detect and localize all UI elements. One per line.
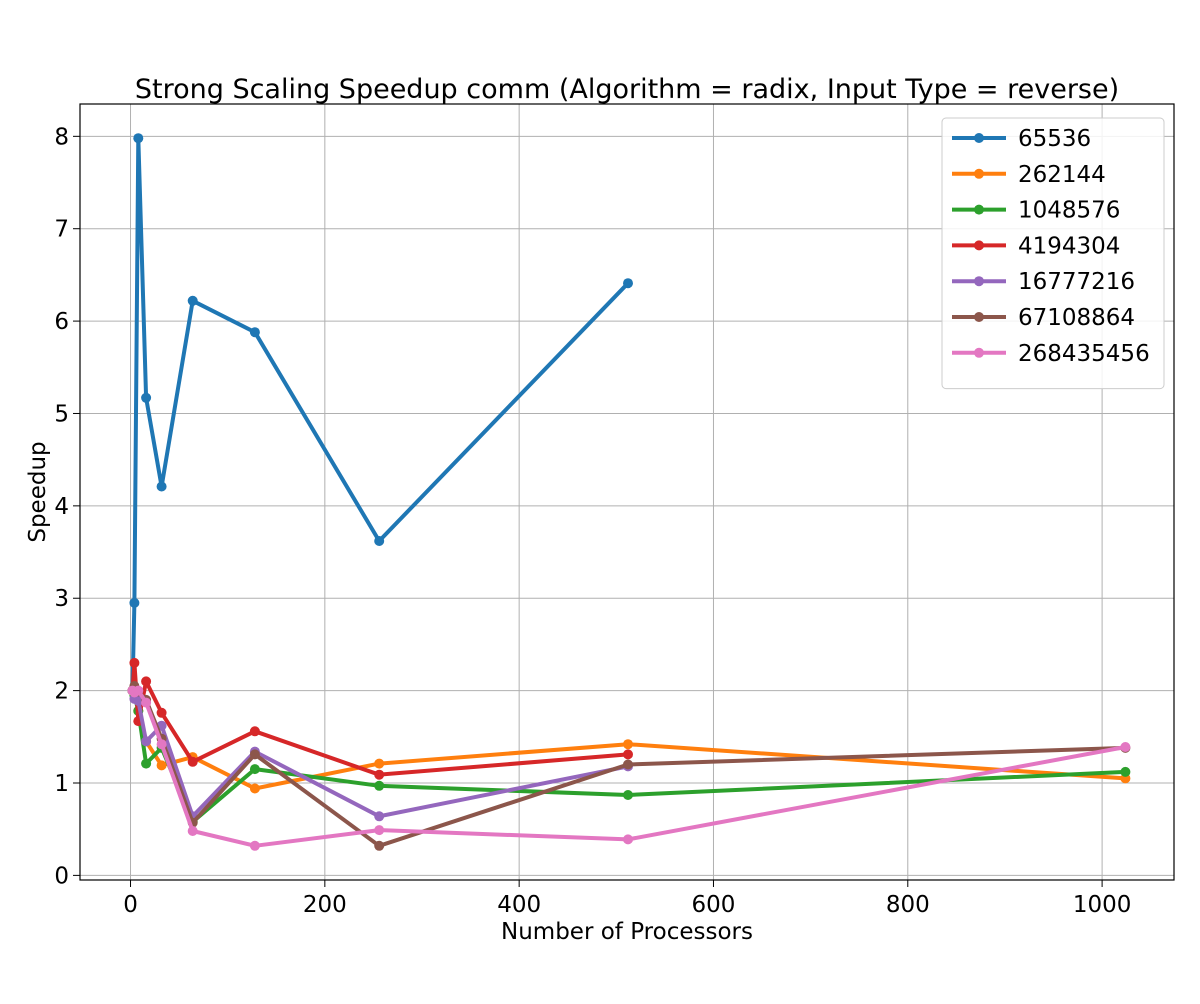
series-67108864 (127, 681, 1131, 851)
x-tick-label: 0 (123, 892, 138, 918)
series-line (130, 136, 630, 693)
data-point (141, 736, 152, 747)
data-point (187, 826, 198, 836)
data-point (623, 834, 633, 845)
data-point (156, 760, 167, 771)
legend-marker (974, 133, 984, 143)
data-point (249, 749, 260, 760)
legend-marker (974, 347, 984, 358)
legend-label: 1048576 (1018, 198, 1120, 224)
chart-title: Strong Scaling Speedup comm (Algorithm =… (135, 74, 1119, 105)
x-axis-label: Number of Processors (501, 919, 753, 945)
y-tick-label: 1 (54, 771, 69, 797)
legend-marker (974, 312, 984, 322)
data-point (374, 536, 385, 546)
data-point (1120, 742, 1131, 752)
legend-label: 16777216 (1018, 269, 1135, 295)
plot-frame (79, 103, 1175, 881)
legend-marker (974, 276, 984, 287)
tick-layer: 0 200 400 600 800 1000 0 1 2 3 4 5 6 7 8 (54, 124, 1131, 918)
data-point (623, 278, 633, 289)
data-point (623, 790, 633, 800)
data-point (141, 676, 152, 687)
data-point (133, 133, 144, 144)
series-16777216 (127, 685, 633, 822)
legend-marker (974, 168, 984, 179)
data-point (374, 840, 385, 851)
data-point (374, 780, 385, 791)
data-point (249, 327, 260, 338)
data-point (141, 697, 152, 708)
legend: 65536 262144 1048576 4194304 16777216 6710886… (941, 117, 1165, 390)
data-point (623, 739, 633, 750)
data-point (623, 759, 633, 770)
data-point (1120, 766, 1131, 777)
data-point (374, 811, 385, 822)
data-point (374, 825, 385, 836)
legend-label: 65536 (1018, 126, 1091, 152)
data-point (141, 758, 152, 769)
data-point (187, 295, 198, 306)
y-axis-label: Speedup (25, 441, 51, 542)
data-point (141, 392, 152, 403)
data-point (133, 685, 144, 696)
data-point (249, 726, 260, 737)
data-point (156, 481, 167, 492)
y-tick-label: 7 (54, 217, 69, 243)
data-point (187, 756, 198, 767)
data-point (374, 769, 385, 780)
x-tick-label: 800 (886, 892, 930, 918)
x-tick-label: 400 (497, 892, 541, 918)
legend-marker (974, 204, 984, 215)
data-point (156, 739, 167, 750)
legend-label: 262144 (1018, 162, 1106, 188)
y-tick-label: 6 (54, 309, 69, 335)
data-point (249, 783, 260, 794)
data-point (133, 695, 144, 706)
data-point (249, 840, 260, 851)
legend-label: 4194304 (1018, 233, 1120, 259)
legend-marker (974, 240, 984, 251)
series-layer (127, 133, 1131, 851)
data-point (623, 749, 633, 760)
y-tick-label: 4 (54, 494, 69, 520)
series-line (130, 660, 630, 777)
data-point (156, 707, 167, 718)
data-point (129, 657, 140, 668)
legend-label: 268435456 (1018, 341, 1150, 367)
series-268435456 (127, 685, 1131, 851)
y-tick-label: 2 (54, 679, 69, 705)
y-tick-label: 3 (54, 586, 69, 612)
y-tick-label: 5 (54, 401, 69, 427)
x-tick-label: 1000 (1073, 892, 1132, 918)
x-tick-label: 600 (692, 892, 736, 918)
data-point (374, 758, 385, 769)
data-point (129, 597, 140, 608)
y-tick-label: 0 (54, 863, 69, 889)
data-point (249, 764, 260, 775)
legend-frame (941, 117, 1165, 390)
legend-label: 67108864 (1018, 305, 1135, 331)
series-65536 (127, 133, 633, 696)
y-tick-label: 8 (54, 124, 69, 150)
x-tick-label: 200 (303, 892, 347, 918)
